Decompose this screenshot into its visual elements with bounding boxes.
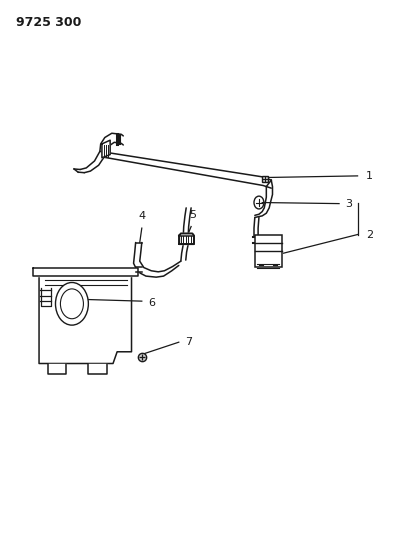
Text: 3: 3 (345, 199, 352, 208)
Polygon shape (88, 364, 107, 374)
Text: 4: 4 (138, 211, 145, 221)
Polygon shape (179, 236, 194, 244)
Text: 2: 2 (366, 230, 373, 239)
Text: 5: 5 (189, 209, 196, 220)
Bar (255, 235, 282, 266)
Polygon shape (102, 140, 110, 158)
Text: 1: 1 (366, 171, 373, 181)
Polygon shape (39, 272, 132, 364)
Circle shape (60, 289, 83, 319)
Text: 6: 6 (148, 298, 155, 308)
Polygon shape (48, 364, 66, 374)
Circle shape (55, 282, 88, 325)
Polygon shape (179, 233, 194, 244)
Text: 9725 300: 9725 300 (16, 16, 82, 29)
Polygon shape (33, 268, 138, 276)
Text: 7: 7 (185, 337, 192, 347)
